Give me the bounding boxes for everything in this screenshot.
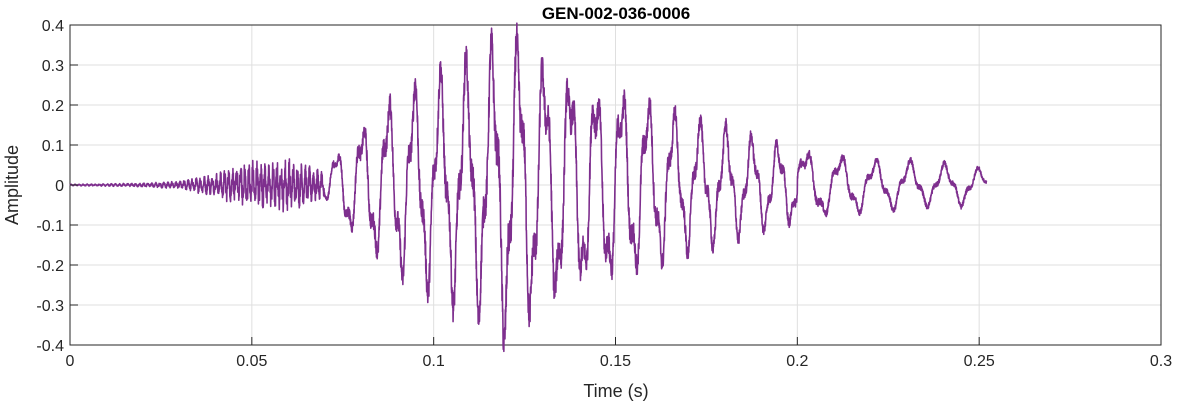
- y-axis-label: Amplitude: [2, 145, 22, 225]
- x-tick-label: 0.25: [964, 353, 995, 370]
- y-tick-label: -0.2: [36, 258, 64, 275]
- x-tick-label: 0.15: [600, 353, 631, 370]
- x-axis-label: Time (s): [583, 381, 648, 401]
- y-tick-label: -0.3: [36, 298, 64, 315]
- y-tick-label: 0.2: [42, 98, 64, 115]
- y-tick-label: 0.1: [42, 138, 64, 155]
- chart-title: GEN-002-036-0006: [542, 4, 690, 23]
- x-tick-label: 0: [66, 353, 75, 370]
- y-tick-label: -0.4: [36, 338, 64, 355]
- waveform: [69, 22, 988, 353]
- x-tick-label: 0.1: [423, 353, 445, 370]
- x-tick-label: 0.3: [1150, 353, 1172, 370]
- waveform-line: [69, 22, 988, 353]
- y-axis-ticks: -0.4 -0.3 -0.2 -0.1 0 0.1 0.2 0.3 0.4: [36, 18, 78, 355]
- x-tick-label: 0.05: [236, 353, 267, 370]
- y-tick-label: 0: [55, 178, 64, 195]
- y-tick-label: 0.3: [42, 58, 64, 75]
- y-tick-label: -0.1: [36, 218, 64, 235]
- x-axis-ticks: 0 0.05 0.1 0.15 0.2 0.25 0.3: [66, 337, 1172, 370]
- x-tick-label: 0.2: [786, 353, 808, 370]
- y-tick-label: 0.4: [42, 18, 64, 35]
